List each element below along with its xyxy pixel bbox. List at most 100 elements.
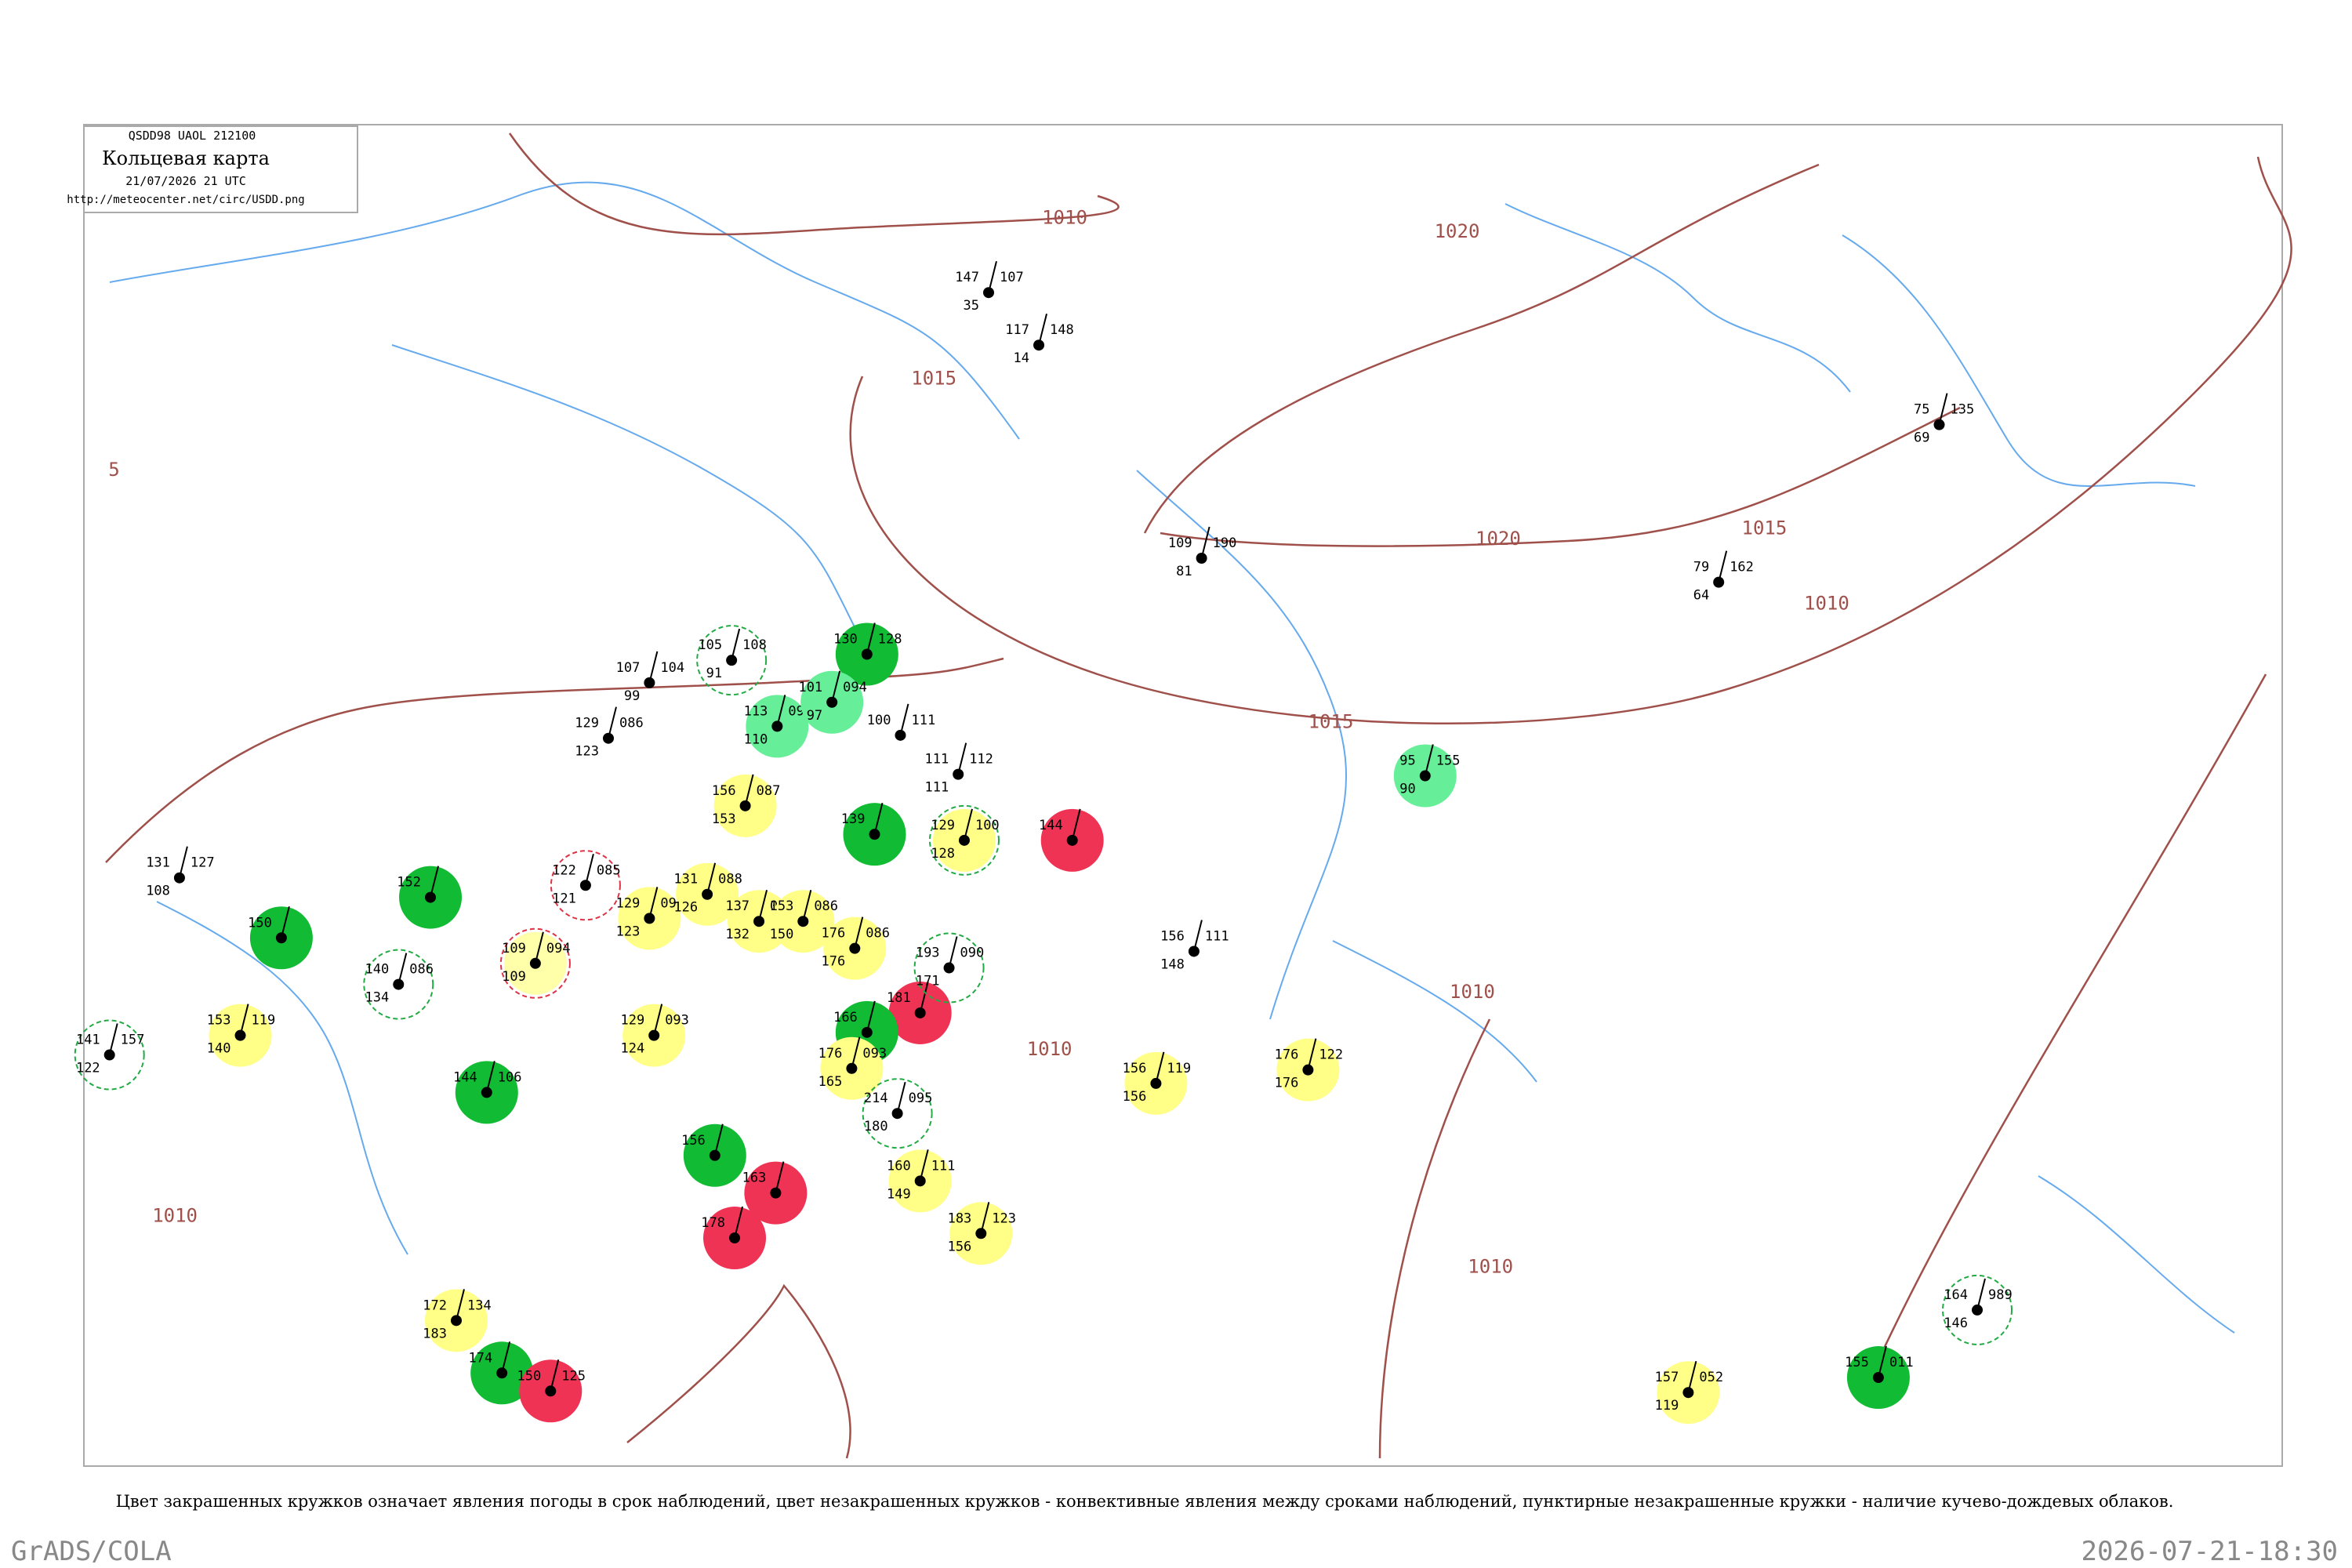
footer-left: GrADS/COLA [11, 1536, 172, 1567]
wind-barb [831, 670, 841, 702]
station-temp: 139 [841, 811, 866, 827]
station-temp: 129 [620, 1013, 644, 1029]
station-dewpoint: 108 [146, 884, 170, 899]
station-temp: 156 [681, 1133, 706, 1149]
station-temp: 144 [1039, 818, 1063, 833]
station-pressure: 134 [467, 1298, 492, 1313]
station-temp: 178 [701, 1215, 725, 1231]
station-temp: 131 [146, 855, 170, 871]
wind-barb [734, 1206, 743, 1239]
station-dewpoint: 176 [822, 954, 846, 970]
station-temp: 79 [1693, 560, 1709, 575]
station-dewpoint: 124 [620, 1041, 644, 1057]
station-pressure: 125 [561, 1368, 586, 1384]
station-pressure: 011 [1889, 1355, 1914, 1370]
station-pressure: 052 [1699, 1370, 1723, 1385]
station-dewpoint: 64 [1693, 588, 1709, 604]
station-temp: 156 [1160, 928, 1185, 944]
station-temp: 183 [948, 1210, 972, 1226]
station-dewpoint: 146 [1944, 1316, 1968, 1331]
wind-barb [1687, 1360, 1697, 1393]
station-temp: 176 [818, 1046, 843, 1062]
wind-barb [706, 862, 717, 895]
station-pressure: 086 [866, 926, 890, 942]
wind-barb [758, 889, 768, 922]
station-temp: 129 [931, 818, 955, 833]
wind-barb [731, 628, 741, 661]
station-dewpoint: 153 [712, 811, 736, 827]
station-temp: 157 [1655, 1370, 1679, 1385]
wind-barb [854, 916, 864, 949]
station-dewpoint: 148 [1160, 956, 1185, 972]
station-dewpoint: 123 [616, 924, 641, 939]
station-temp: 95 [1399, 753, 1415, 769]
station-pressure: 094 [546, 941, 571, 956]
station-pressure: 112 [969, 752, 993, 768]
wind-barb [280, 906, 290, 938]
station-pressure: 095 [909, 1091, 933, 1106]
station-temp: 181 [887, 990, 911, 1006]
station-temp: 147 [955, 270, 979, 285]
wind-barb [1192, 920, 1203, 952]
station-pressure: 119 [1167, 1061, 1191, 1076]
wind-barb [1071, 808, 1081, 841]
station-temp: 137 [725, 898, 750, 914]
station-temp: 155 [1845, 1355, 1869, 1370]
wind-barb [988, 260, 997, 293]
station-dewpoint: 149 [887, 1186, 911, 1202]
station-temp: 105 [698, 637, 722, 653]
isobar-label: 1015 [1308, 711, 1354, 733]
wind-barb [851, 1036, 861, 1069]
station-pressure: 100 [975, 818, 1000, 833]
station-temp: 129 [575, 716, 599, 731]
station-dewpoint: 150 [770, 927, 794, 942]
isobar-label: 1010 [1042, 207, 1087, 229]
station-dewpoint: 176 [1275, 1076, 1299, 1091]
station-temp: 140 [365, 962, 390, 978]
wind-barb [1976, 1278, 1986, 1311]
station-pressure: 111 [1205, 928, 1229, 944]
wind-barb [963, 808, 973, 841]
isobar-label: 1010 [1450, 981, 1495, 1003]
station-temp: 176 [1275, 1047, 1299, 1063]
station-pressure: 128 [878, 632, 902, 648]
station-pressure: 090 [960, 946, 985, 961]
station-dewpoint: 99 [624, 688, 640, 704]
isobar-label: 1015 [911, 367, 956, 389]
station-temp: 109 [1168, 535, 1192, 551]
wind-barb [802, 889, 812, 922]
station-dewpoint: 35 [964, 298, 979, 314]
wind-barb [648, 651, 659, 684]
station-dewpoint: 165 [818, 1074, 843, 1090]
header-box [83, 125, 358, 213]
station-dewpoint: 171 [916, 974, 940, 989]
station-pressure: 157 [121, 1033, 145, 1048]
station-dewpoint: 90 [1399, 782, 1415, 797]
station-temp: 150 [248, 915, 272, 931]
station-pressure: 111 [911, 713, 935, 728]
station-temp: 160 [887, 1158, 911, 1174]
station-dewpoint: 134 [365, 990, 390, 1006]
station-temp: 111 [924, 752, 949, 768]
station-dewpoint: 123 [575, 744, 599, 760]
wind-barb [873, 802, 884, 835]
station-temp: 130 [833, 632, 858, 648]
wind-barb [1877, 1345, 1887, 1378]
isobar-label: 5 [108, 459, 119, 481]
isobar-label: 1010 [152, 1204, 198, 1226]
station-temp: 166 [833, 1010, 858, 1025]
wind-barb [108, 1023, 118, 1055]
station-temp: 75 [1914, 402, 1929, 418]
station-pressure: 127 [191, 855, 215, 871]
station-pressure: 104 [660, 660, 684, 676]
station-dewpoint: 110 [744, 731, 768, 747]
station-ring [862, 1078, 933, 1149]
station-dewpoint: 156 [1123, 1089, 1147, 1105]
station-pressure: 087 [757, 783, 781, 799]
station-ring [696, 625, 768, 696]
station-temp: 122 [552, 862, 576, 878]
wind-barb [1307, 1038, 1317, 1070]
station-ring [363, 949, 434, 1020]
map-frame [83, 124, 2283, 1467]
wind-barb [896, 1081, 906, 1114]
